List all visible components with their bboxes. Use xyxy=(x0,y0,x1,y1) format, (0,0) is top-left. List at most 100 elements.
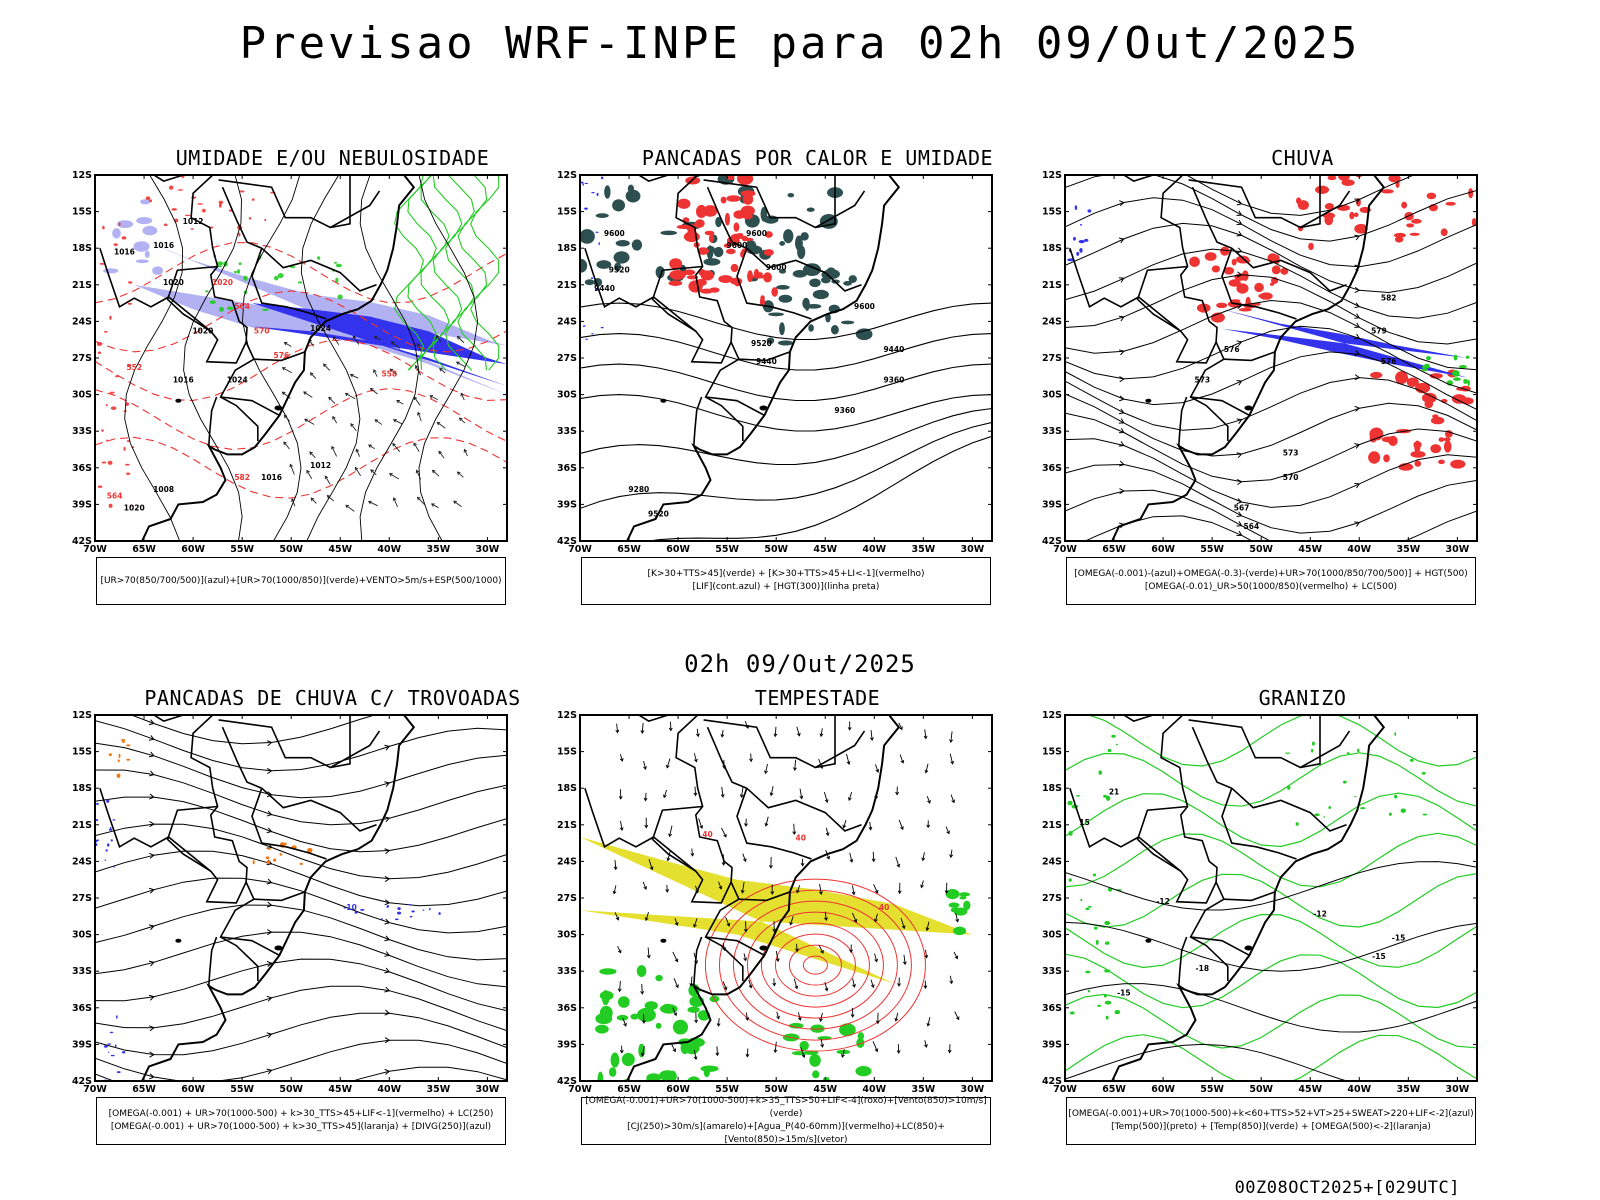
wind-850-area xyxy=(687,1006,700,1013)
state-border xyxy=(1190,396,1250,417)
wind-vector xyxy=(327,495,335,502)
streamline-arrow xyxy=(1236,340,1243,346)
streamline xyxy=(1065,248,1477,319)
state-border xyxy=(1178,396,1188,446)
wind-vector xyxy=(415,365,422,376)
wind-vector-head xyxy=(644,917,649,922)
wind-vector xyxy=(396,400,404,405)
lon-tick-label: 50W xyxy=(279,1084,303,1095)
lat-tick-label: 36S xyxy=(72,1003,92,1014)
humidity-green-patch xyxy=(335,263,342,268)
humidity-patch xyxy=(152,266,164,275)
lat-tick-label: 33S xyxy=(557,426,577,437)
state-border xyxy=(584,247,697,332)
lat-tick-label: 12S xyxy=(72,170,92,181)
divergence-contour xyxy=(438,912,441,915)
wind-vector-head xyxy=(923,985,928,990)
legend-line: [K>30+TTS>45](verde) + [K>30+TTS>45+LI<-… xyxy=(647,569,925,579)
wind-vector-head xyxy=(794,985,799,990)
wind-vector-head xyxy=(955,918,960,923)
thickness-noise xyxy=(168,185,174,190)
wind-vector xyxy=(721,786,724,798)
wind-vector xyxy=(824,911,827,921)
thickness-noise xyxy=(238,232,241,237)
rain-area-red xyxy=(1300,155,1309,160)
streamline-arrow xyxy=(1236,271,1243,278)
wind-vector-head xyxy=(764,770,768,775)
thickness-noise xyxy=(96,341,103,347)
rain-area-red xyxy=(1368,451,1381,464)
strong-instability xyxy=(726,195,741,202)
streamline-arrow xyxy=(1119,488,1125,495)
lon-tick-label: 40W xyxy=(1347,1084,1371,1095)
wind-vector-head xyxy=(649,866,654,871)
lon-tick-label: 40W xyxy=(862,1084,886,1095)
rain-core-green xyxy=(1422,365,1429,369)
thickness-noise xyxy=(264,218,267,222)
wind-vector-head xyxy=(739,794,744,799)
rain-area-red xyxy=(1381,436,1395,443)
wind-vector xyxy=(925,763,929,773)
streamline-arrow xyxy=(148,960,155,967)
rain-area-red xyxy=(1280,267,1289,275)
wind-vector-head xyxy=(646,954,651,959)
thickness-noise xyxy=(106,439,109,442)
temp-850-noise xyxy=(1310,748,1314,753)
contour-label: 9600 xyxy=(746,229,767,238)
contour-label: 40 xyxy=(879,903,889,912)
instability-area xyxy=(625,189,641,203)
wind-vector-head xyxy=(874,1048,879,1053)
wind-vector-head xyxy=(846,761,851,766)
streamline-arrow xyxy=(1236,247,1243,254)
wind-vector-head xyxy=(435,334,440,339)
state-border xyxy=(693,396,703,446)
instability-area xyxy=(595,213,609,218)
rain-area-blue xyxy=(1078,239,1085,244)
coastline xyxy=(626,715,901,1081)
wind-vector-head xyxy=(672,1048,676,1053)
wind-850-area xyxy=(839,1023,856,1037)
lat-tick-label: 18S xyxy=(72,783,92,794)
rain-core-green xyxy=(1467,379,1470,387)
wind-vector xyxy=(354,467,361,477)
humidity-green-patch xyxy=(298,281,303,284)
temp-850-contour xyxy=(1065,873,1477,928)
state-border xyxy=(738,351,791,362)
wind-850-area xyxy=(655,1022,662,1029)
strong-instability xyxy=(724,212,731,226)
state-border xyxy=(251,247,327,320)
streamline-arrow xyxy=(1119,169,1123,174)
wind-vector xyxy=(797,1012,801,1021)
streamline-arrow xyxy=(1354,443,1361,449)
instability-area xyxy=(779,322,785,336)
wind-vector-head xyxy=(322,363,327,368)
lat-tick-label: 15S xyxy=(557,747,577,758)
lon-tick-label: 60W xyxy=(181,1084,205,1095)
contour-label: 40 xyxy=(702,830,712,839)
temp-850-noise xyxy=(1111,734,1116,738)
wind-vector-head xyxy=(367,500,372,505)
rain-area-blue xyxy=(1084,238,1089,242)
wind-850-area xyxy=(645,1076,656,1081)
streamline-arrow xyxy=(385,709,390,714)
streamline-arrow xyxy=(266,740,273,747)
wind-vector-head xyxy=(852,984,856,988)
streamline xyxy=(95,1012,507,1056)
lat-tick-label: 15S xyxy=(1042,207,1062,218)
state-border xyxy=(1122,715,1154,722)
humidity-contour-green xyxy=(444,175,475,371)
instability-area xyxy=(825,158,842,173)
thickness-noise xyxy=(101,429,104,432)
contour-label: 576 xyxy=(1224,345,1240,354)
wind-vector xyxy=(613,885,617,894)
wind-vector-head xyxy=(868,826,873,831)
lon-tick-label: 65W xyxy=(132,1084,156,1095)
streamline-arrow xyxy=(1118,395,1125,402)
humidity-green-patch xyxy=(335,277,339,283)
rain-area-red xyxy=(1450,459,1466,469)
rain-area-red xyxy=(1189,256,1200,268)
humidity-green-patch xyxy=(333,261,338,264)
state-border xyxy=(706,186,748,249)
rain-area-red xyxy=(1414,460,1422,467)
divergence-contour xyxy=(108,828,113,831)
